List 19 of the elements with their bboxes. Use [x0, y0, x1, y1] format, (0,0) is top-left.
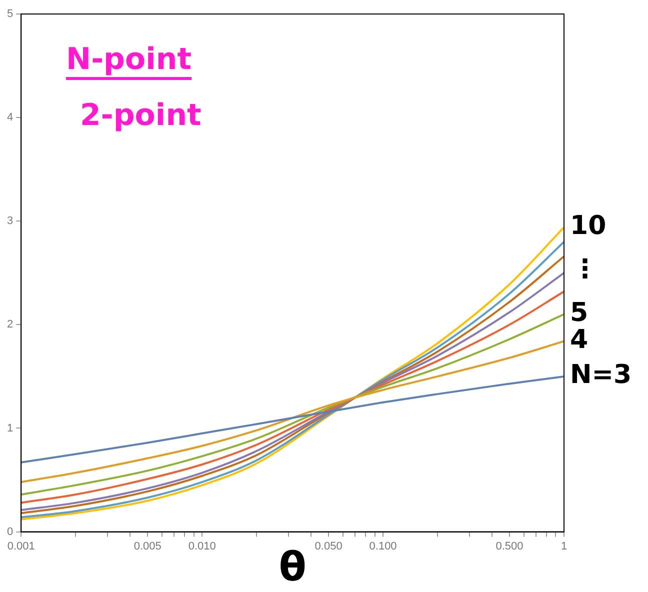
y-tick-label: 4 — [6, 112, 14, 124]
series-label: 10 — [570, 211, 606, 242]
y-tick-label: 3 — [6, 215, 14, 228]
text: N-point — [66, 42, 192, 77]
y-tick-label: 5 — [6, 8, 14, 20]
x-tick-label: 0.005 — [134, 540, 162, 552]
x-tick-label: 0.100 — [369, 540, 397, 552]
y-tick-label: 2 — [6, 318, 14, 331]
x-tick-label: 0.500 — [496, 540, 524, 552]
x-axis-title: θ — [278, 544, 306, 590]
x-tick-label: 0.001 — [7, 540, 35, 552]
x-tick-label: 1 — [560, 540, 568, 552]
y-tick-label: 1 — [6, 422, 14, 434]
text: ⋮ — [572, 254, 598, 285]
x-tick-label: 0.010 — [188, 540, 216, 552]
series-label: N=3 — [570, 360, 632, 390]
y-tick-label: 0 — [6, 526, 14, 538]
text: 2-point — [80, 98, 202, 133]
x-tick-label: 0.050 — [314, 540, 342, 552]
